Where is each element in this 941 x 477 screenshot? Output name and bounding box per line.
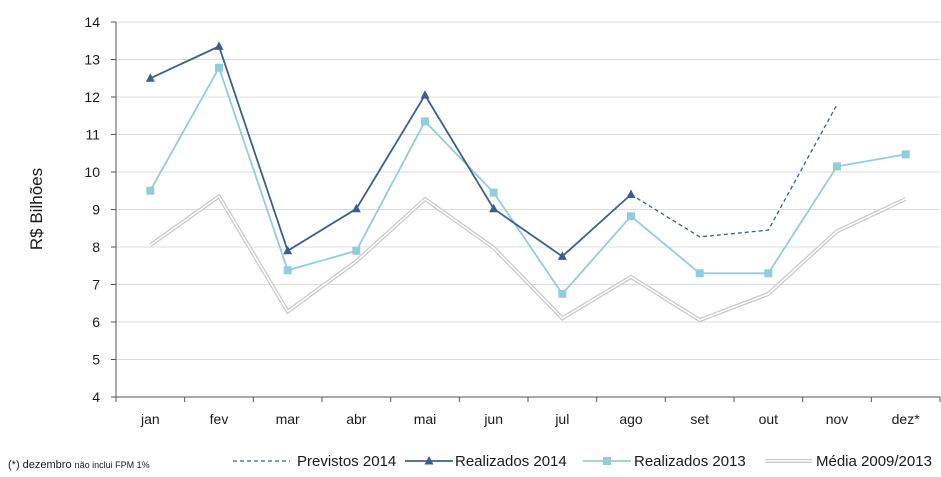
data-point-triangle [145, 73, 155, 82]
series-lines [145, 41, 910, 323]
y-tick-label: 12 [84, 89, 100, 105]
series-line [149, 193, 907, 323]
data-point-square [833, 162, 841, 171]
legend-marker [603, 457, 611, 465]
x-tick-label: fev [210, 411, 229, 427]
x-tick-label: jul [554, 411, 569, 427]
y-tick-labels: 4 5 6 7 8 9 10 11 12 13 14 [84, 14, 100, 405]
data-point-triangle [283, 245, 293, 255]
y-tick-label: 9 [92, 202, 100, 218]
legend-item: Média 2009/2013 [765, 453, 932, 470]
series-m-dia-2009-2013 [149, 193, 907, 323]
legend-label: Realizados 2013 [634, 453, 746, 470]
x-tick-label: set [690, 411, 709, 427]
legend: Previstos 2014 Realizados 2014 Realizados … [233, 453, 932, 470]
data-point-triangle [214, 41, 224, 50]
y-tick-label: 11 [85, 127, 100, 143]
data-point-square [352, 246, 361, 255]
data-point-triangle [626, 189, 636, 198]
y-tick-label: 13 [84, 52, 100, 68]
footnote-main: (*) dezembro [8, 459, 72, 471]
x-tick-label: out [759, 411, 779, 427]
x-tick-label: nov [826, 411, 849, 427]
data-point-square [283, 266, 292, 275]
data-point-square [695, 269, 704, 278]
y-tick-label: 6 [92, 314, 100, 330]
x-tick-label: mar [276, 411, 300, 427]
y-tick-label: 10 [84, 164, 100, 180]
x-tick-label: ago [619, 411, 643, 427]
legend-label: Média 2009/2013 [816, 453, 932, 470]
x-tick-label: mai [414, 411, 437, 427]
data-point-square [146, 186, 155, 195]
series-line [630, 104, 838, 238]
data-point-triangle [420, 90, 430, 99]
series-line-inner [149, 195, 907, 321]
legend-item: Realizados 2013 [583, 453, 746, 470]
y-tick-label: 4 [92, 389, 100, 405]
series-line [149, 65, 906, 296]
data-point-square [489, 188, 498, 197]
data-point-square [421, 117, 429, 126]
series-previstos-2014 [630, 104, 838, 238]
x-tick-label: dez* [892, 411, 921, 427]
data-point-square [627, 212, 635, 221]
y-tick-label: 5 [92, 352, 100, 368]
legend-label: Previstos 2014 [297, 453, 396, 470]
data-point-triangle [351, 203, 361, 213]
series-line [149, 45, 632, 258]
data-point-square [215, 63, 223, 72]
data-point-square [764, 269, 773, 278]
legend-item: Previstos 2014 [233, 453, 396, 470]
footnote: (*) dezembro não inclui FPM 1% [8, 459, 150, 471]
x-tick-label: abr [346, 411, 367, 427]
footnote-small: não inclui FPM 1% [74, 460, 150, 470]
gridlines [111, 21, 941, 402]
x-tick-label: jun [483, 411, 503, 427]
legend-item: Realizados 2014 [405, 453, 567, 470]
series-realizados-2013 [146, 63, 910, 298]
y-tick-label: 8 [92, 239, 100, 255]
data-point-square [558, 289, 567, 298]
y-tick-label: 14 [84, 14, 100, 30]
series-realizados-2014 [145, 41, 636, 260]
data-point-square [901, 150, 910, 159]
x-tick-label: jan [140, 411, 160, 427]
legend-label: Realizados 2014 [455, 453, 567, 470]
data-point-triangle [489, 203, 499, 213]
y-tick-label: 7 [92, 277, 100, 293]
y-axis-label: R$ Bilhões [27, 168, 46, 250]
data-point-triangle [557, 251, 567, 260]
x-tick-labels: jan fev mar abr mai jun jul ago set out nov dez* [140, 411, 920, 427]
legend-marker [424, 456, 434, 465]
